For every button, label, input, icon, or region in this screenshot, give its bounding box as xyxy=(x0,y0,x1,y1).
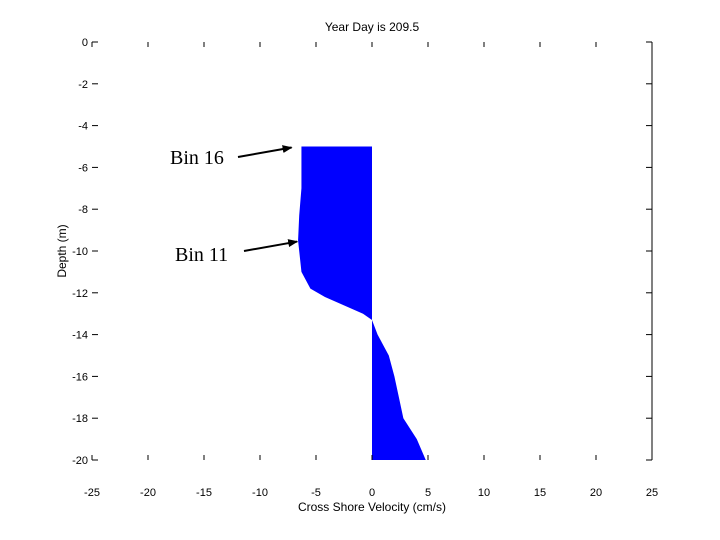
x-tick-label: 20 xyxy=(590,487,602,499)
x-tick-label: 10 xyxy=(478,487,490,499)
y-tick-label: -12 xyxy=(72,288,88,300)
annotations: Bin 16 Bin 11 xyxy=(170,145,299,266)
y-axis-ticks: 0 -2 -4 -6 -8 -10 -12 -14 -16 -18 -20 xyxy=(72,37,652,467)
x-tick-label: -10 xyxy=(252,487,268,499)
x-tick-label: -25 xyxy=(84,487,100,499)
x-axis-label: Cross Shore Velocity (cm/s) xyxy=(298,500,446,514)
annotation-label: Bin 16 xyxy=(170,147,224,169)
chart-title: Year Day is 209.5 xyxy=(325,20,420,34)
annotation-arrow xyxy=(243,239,299,252)
y-tick-label: -14 xyxy=(72,330,88,342)
x-tick-label: -20 xyxy=(140,487,156,499)
x-tick-label: -5 xyxy=(311,487,321,499)
x-axis-ticks: -25 -20 -15 -10 -5 0 5 10 15 20 25 xyxy=(84,42,658,499)
y-tick-label: -18 xyxy=(72,413,88,425)
y-tick-label: -2 xyxy=(78,79,88,91)
velocity-profile-area xyxy=(298,146,426,460)
y-tick-label: -10 xyxy=(72,246,88,258)
x-tick-label: 25 xyxy=(646,487,658,499)
y-tick-label: -16 xyxy=(72,371,88,383)
annotation-label: Bin 11 xyxy=(175,244,228,266)
y-tick-label: -20 xyxy=(72,455,88,467)
y-tick-label: -8 xyxy=(78,204,88,216)
y-tick-label: 0 xyxy=(82,37,88,49)
x-tick-label: -15 xyxy=(196,487,212,499)
y-tick-label: -6 xyxy=(78,162,88,174)
x-tick-label: 5 xyxy=(425,487,431,499)
annotation-arrow xyxy=(237,145,293,158)
y-tick-label: -4 xyxy=(78,121,88,133)
y-axis-label: Depth (m) xyxy=(55,224,69,277)
x-tick-label: 0 xyxy=(369,487,375,499)
x-tick-label: 15 xyxy=(534,487,546,499)
